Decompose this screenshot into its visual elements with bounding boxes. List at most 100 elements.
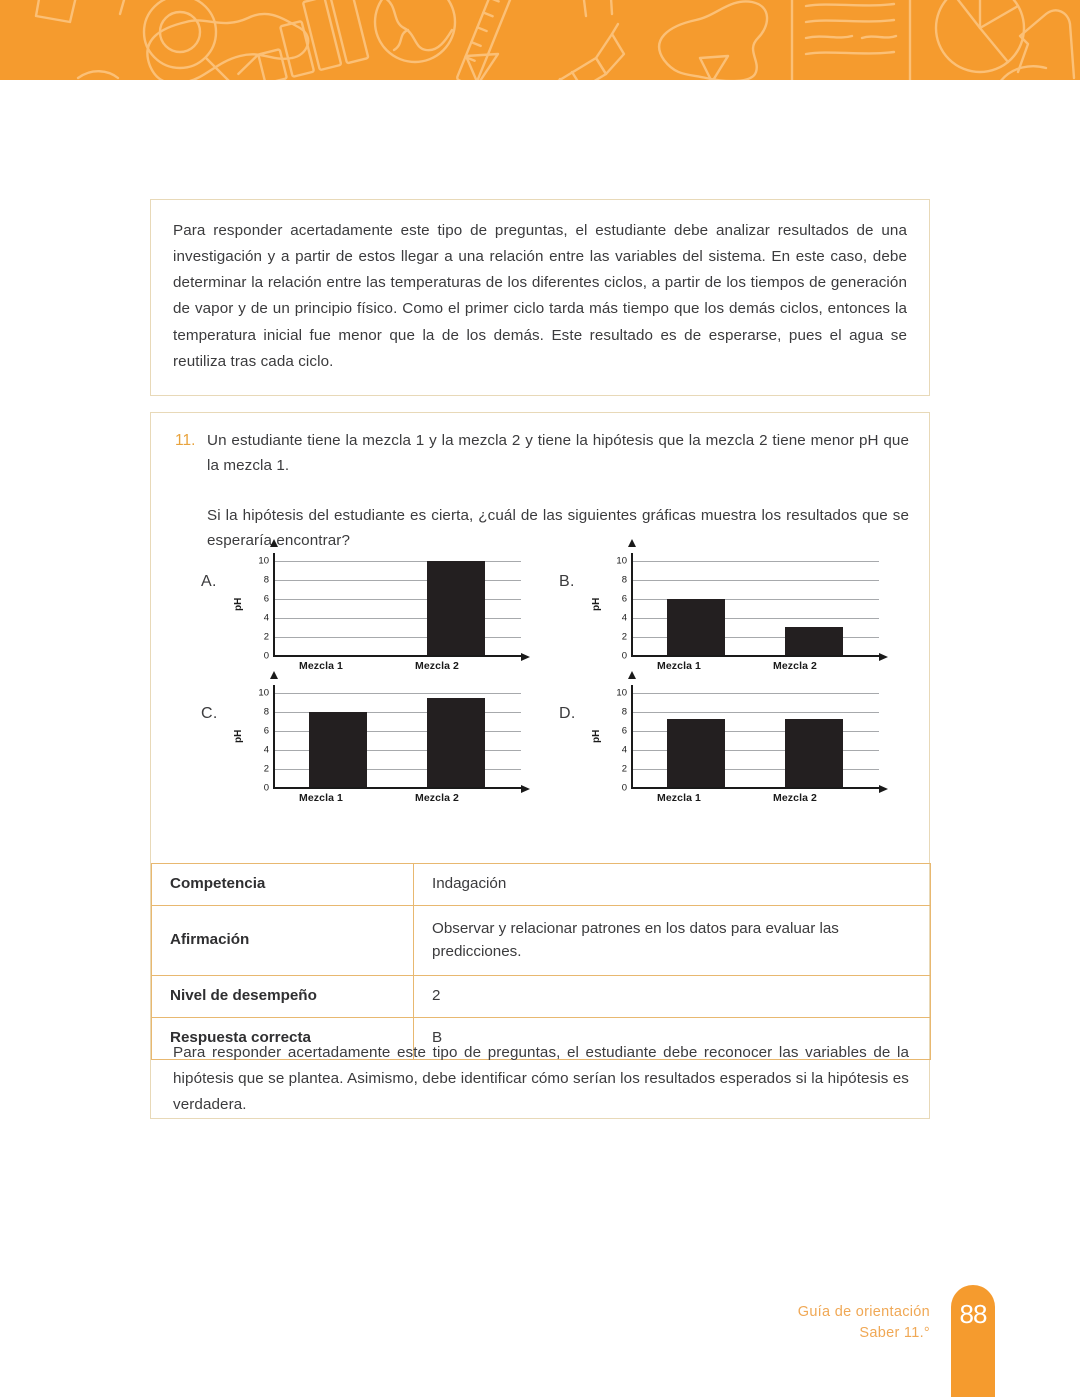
chart-a-plot	[270, 539, 530, 661]
gridline	[631, 731, 879, 732]
chart-b-xlabels: Mezcla 1 Mezcla 2	[631, 660, 879, 678]
meta-key-nivel: Nivel de desempeño	[151, 975, 414, 1019]
header-doodle-pattern	[34, 0, 1076, 80]
answer-options-charts: A. pH 10 8 6 4 2 0	[151, 539, 931, 817]
chart-d: pH 10 8 6 4 2 0	[591, 671, 888, 817]
gridline	[273, 637, 521, 638]
gridline	[273, 580, 521, 581]
answer-option-d[interactable]: D. pH 10 8 6 4 2 0	[559, 671, 917, 817]
x-axis-line	[273, 652, 530, 661]
chart-a-yticks: 10 8 6 4 2 0	[243, 556, 269, 660]
option-letter-b: B.	[559, 573, 575, 590]
x-axis-line	[631, 652, 888, 661]
ytick: 2	[263, 631, 269, 643]
page-number: 88	[959, 1299, 988, 1329]
ytick: 4	[621, 612, 627, 624]
question-block: 11. Un estudiante tiene la mezcla 1 y la…	[150, 412, 931, 1119]
chart-c-plot	[270, 671, 530, 793]
ytick: 10	[616, 555, 627, 567]
feedback-top-text: Para responder acertadamente este tipo d…	[173, 222, 907, 370]
gridline	[631, 637, 879, 638]
pie-chart-icon	[934, 0, 1026, 74]
feedback-box-top: Para responder acertadamente este tipo d…	[150, 199, 930, 396]
gridline	[273, 712, 521, 713]
ytick: 10	[616, 687, 627, 699]
category-label: Mezcla 1	[657, 792, 701, 804]
ytick: 0	[263, 782, 269, 794]
chart-b: pH 10 8 6 4 2 0	[591, 539, 888, 685]
meta-key-competencia: Competencia	[151, 863, 414, 906]
ytick: 6	[263, 725, 269, 737]
question-header: 11. Un estudiante tiene la mezcla 1 y la…	[151, 413, 929, 554]
chart-a-xlabels: Mezcla 1 Mezcla 2	[273, 660, 521, 678]
book-icon	[34, 0, 77, 24]
table-row: Nivel de desempeño 2	[151, 975, 931, 1019]
chart-b-plot	[628, 539, 888, 661]
footer-caption: Guía de orientación Saber 11.°	[798, 1302, 930, 1346]
chart-a: pH 10 8 6 4 2 0	[233, 539, 530, 685]
chart-c-yticks: 10 8 6 4 2 0	[243, 688, 269, 792]
y-axis-line	[270, 539, 278, 657]
ytick: 6	[621, 593, 627, 605]
answer-option-b[interactable]: B. pH 10 8 6 4 2 0	[559, 539, 917, 685]
y-axis-line	[628, 539, 636, 657]
chart-b-yticks: 10 8 6 4 2 0	[601, 556, 627, 660]
gridline	[273, 731, 521, 732]
magnifier-icon	[142, 0, 218, 70]
small-triangle-icon	[698, 54, 730, 80]
feedback-bottom-text: Para responder acertadamente este tipo d…	[173, 1044, 909, 1114]
meta-key-afirmacion: Afirmación	[151, 904, 414, 977]
blob-shape-icon	[657, 0, 769, 80]
answer-option-c[interactable]: C. pH 10 8 6 4 2 0	[201, 671, 559, 817]
ytick: 6	[263, 593, 269, 605]
ytick: 2	[263, 763, 269, 775]
bar-mezcla-1	[309, 712, 367, 787]
feedback-box-bottom: Para responder acertadamente este tipo d…	[151, 1026, 931, 1134]
ytick: 6	[621, 725, 627, 737]
chart-d-yticks: 10 8 6 4 2 0	[601, 688, 627, 792]
gridline	[273, 599, 521, 600]
question-text-group: Un estudiante tiene la mezcla 1 y la mez…	[207, 429, 909, 554]
option-letter-c: C.	[201, 705, 218, 722]
question-number: 11.	[175, 432, 196, 449]
option-letter-a: A.	[201, 573, 217, 590]
gridline	[631, 750, 879, 751]
chart-d-plot	[628, 671, 888, 793]
gridline	[631, 618, 879, 619]
gridline	[631, 712, 879, 713]
bar-mezcla-1	[667, 599, 725, 655]
ytick: 0	[621, 650, 627, 662]
gridline	[273, 693, 521, 694]
ytick: 8	[621, 706, 627, 718]
bar-mezcla-1	[667, 719, 725, 787]
arc-icon	[76, 70, 120, 80]
answer-option-a[interactable]: A. pH 10 8 6 4 2 0	[201, 539, 559, 685]
ytick: 10	[258, 687, 269, 699]
document-icon	[790, 0, 912, 80]
meta-value-respuesta: B	[413, 1017, 931, 1060]
chart-c: pH 10 8 6 4 2 0	[233, 671, 530, 817]
footer-line-2: Saber 11.°	[859, 1325, 930, 1342]
meta-key-respuesta: Respuesta correcta	[151, 1017, 414, 1060]
gridline	[273, 769, 521, 770]
ytick: 4	[263, 744, 269, 756]
chart-c-xlabels: Mezcla 1 Mezcla 2	[273, 792, 521, 810]
ytick: 4	[263, 612, 269, 624]
bar-mezcla-2	[785, 719, 843, 787]
ytick: 2	[621, 631, 627, 643]
gridline	[631, 580, 879, 581]
bar-mezcla-2	[427, 561, 485, 655]
ytick: 10	[258, 555, 269, 567]
y-axis-line	[270, 671, 278, 789]
flask-icon	[1000, 9, 1076, 80]
meta-value-competencia: Indagación	[413, 863, 931, 906]
ytick: 8	[263, 574, 269, 586]
category-label: Mezcla 2	[415, 660, 459, 672]
question-stem: Un estudiante tiene la mezcla 1 y la mez…	[207, 432, 909, 474]
gridline	[631, 769, 879, 770]
meta-value-nivel: 2	[413, 975, 931, 1019]
gridline	[631, 599, 879, 600]
bar-mezcla-2	[427, 698, 485, 787]
header-decorative-band	[0, 0, 1080, 80]
